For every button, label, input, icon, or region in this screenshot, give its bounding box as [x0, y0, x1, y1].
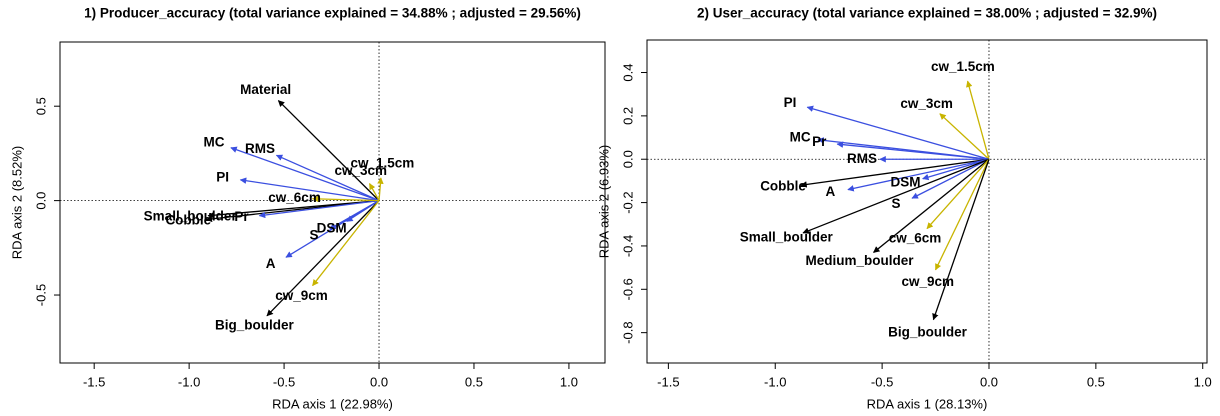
chart-title: 2) User_accuracy (total variance explain…: [697, 6, 1157, 21]
arrow-label: cw_6cm: [268, 190, 321, 205]
y-tick-label: 0.5: [33, 97, 48, 115]
arrow-label: DSM: [890, 174, 920, 189]
arrow: [230, 146, 380, 202]
arrow-label: cw_9cm: [275, 288, 328, 303]
y-tick-label: 0.2: [620, 107, 635, 125]
arrow-label: MC: [203, 135, 224, 150]
y-axis-label: RDA axis 2 (8.52%): [9, 146, 24, 259]
arrow-label: Small_boulder: [740, 230, 834, 245]
arrow: [836, 141, 990, 160]
arrow-label: Cobble: [760, 179, 806, 194]
arrow: [806, 105, 990, 160]
x-tick-label: -1.5: [657, 374, 679, 389]
arrow: [966, 80, 990, 160]
arrow: [939, 113, 990, 160]
arrow-label: cw_6cm: [889, 231, 942, 246]
arrow: [266, 200, 380, 317]
x-tick-label: 1.0: [560, 374, 578, 389]
arrow: [926, 158, 990, 230]
arrow: [377, 177, 384, 201]
arrow-label: A: [825, 184, 835, 199]
arrow: [922, 158, 990, 181]
arrow-label: Material: [240, 82, 291, 97]
arrow-label: cw_3cm: [334, 163, 387, 178]
x-tick-label: -0.5: [871, 374, 893, 389]
arrow: [800, 158, 990, 188]
x-tick-label: 1.0: [1194, 374, 1212, 389]
y-tick-label: -0.8: [620, 321, 635, 343]
arrow: [311, 195, 380, 203]
arrow-label: S: [310, 227, 319, 242]
x-axis-label: RDA axis 1 (28.13%): [867, 396, 988, 411]
x-tick-label: 0.0: [370, 374, 388, 389]
plot-frame: [646, 39, 1208, 364]
x-tick-label: 0.0: [980, 374, 998, 389]
arrow: [275, 154, 380, 202]
arrow: [911, 158, 990, 199]
y-tick-label: 0.4: [620, 63, 635, 81]
arrow-label: S: [891, 196, 900, 211]
arrow-label: A: [266, 256, 276, 271]
arrow-label: cw_9cm: [901, 274, 954, 289]
arrow: [847, 158, 990, 192]
y-tick-label: -0.2: [620, 191, 635, 213]
arrow: [932, 159, 990, 321]
arrow-label: Big_boulder: [888, 324, 967, 339]
arrow: [934, 158, 990, 271]
x-tick-label: -0.5: [273, 374, 295, 389]
arrow-label: PI: [216, 169, 229, 184]
arrow: [873, 158, 990, 253]
y-axis-label: RDA axis 2 (6.93%): [596, 145, 611, 258]
arrow: [368, 183, 380, 201]
arrow: [239, 177, 380, 202]
y-tick-label: 0.0: [620, 150, 635, 168]
x-tick-label: -1.0: [178, 374, 200, 389]
x-tick-label: 0.5: [465, 374, 483, 389]
x-axis-label: RDA axis 1 (22.98%): [272, 396, 393, 411]
arrow-label: RMS: [245, 141, 275, 156]
arrow: [258, 199, 380, 219]
x-tick-label: 0.5: [1087, 374, 1105, 389]
arrow-label: cw_3cm: [900, 96, 953, 111]
arrow-label: MC: [790, 130, 811, 145]
y-tick-label: 0.0: [33, 192, 48, 210]
y-tick-label: -0.4: [620, 235, 635, 257]
arrow: [802, 158, 990, 234]
arrow-label: Pr: [234, 209, 249, 224]
x-tick-label: -1.0: [764, 374, 786, 389]
arrow-label: Small_boulder: [144, 209, 238, 224]
arrow-label: Cobble: [165, 213, 211, 228]
arrow: [346, 200, 380, 222]
arrow-label: cw_1.5cm: [931, 59, 995, 74]
arrow-label: PI: [784, 95, 797, 110]
arrow: [277, 100, 380, 202]
plot-frame: [59, 41, 606, 364]
chart-title: 1) Producer_accuracy (total variance exp…: [84, 6, 581, 21]
arrow-label: DSM: [317, 221, 347, 236]
x-tick-label: -1.5: [83, 374, 105, 389]
arrow-label: Medium_boulder: [806, 253, 915, 268]
arrow-label: RMS: [847, 151, 877, 166]
y-tick-label: -0.6: [620, 278, 635, 300]
arrow-label: Big_boulder: [215, 317, 294, 332]
arrow-label: cw_1.5cm: [351, 156, 415, 171]
y-tick-label: -0.5: [33, 284, 48, 306]
arrow: [312, 200, 380, 287]
arrow-label: Pr: [812, 134, 827, 149]
